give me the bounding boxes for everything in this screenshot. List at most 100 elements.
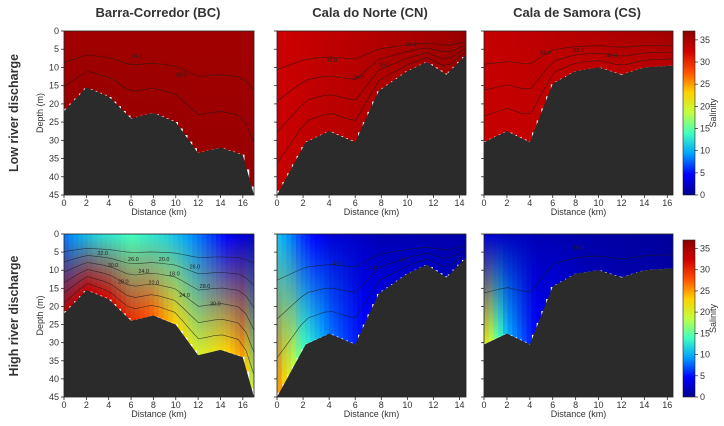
salinity-strip	[144, 234, 151, 318]
x-tick-label: 16	[238, 198, 248, 208]
y-tick-label: 40	[49, 172, 59, 182]
x-tick-label: 8	[379, 198, 384, 208]
salinity-strip	[380, 31, 387, 88]
salinity-strip	[121, 234, 127, 314]
colorbar-tick-label: 25	[700, 79, 710, 89]
salinity-strip	[488, 234, 495, 342]
salinity-strip	[305, 234, 311, 344]
x-tick-label: 6	[550, 400, 555, 410]
salinity-strip	[277, 234, 283, 393]
salinity-strip	[362, 31, 368, 123]
salinity-strip	[366, 31, 373, 112]
salinity-strip	[484, 234, 490, 344]
salinity-strip	[310, 31, 316, 140]
salinity-strip	[371, 234, 377, 305]
contour-label: 35.0	[606, 54, 617, 60]
contour-line	[277, 44, 466, 102]
contour-label: 24.0	[138, 269, 149, 275]
salinity-strip	[230, 31, 236, 152]
salinity-strip	[333, 234, 340, 337]
salinity-strip	[616, 234, 622, 277]
salinity-strip	[531, 234, 537, 335]
salinity-strip	[654, 31, 660, 67]
x-tick-label: 0	[274, 198, 279, 208]
salinity-strip	[587, 31, 594, 69]
colorbar-tick-label: 10	[700, 350, 710, 360]
colorbar-tick-label: 30	[700, 57, 710, 67]
panel-cs-low-bathymetry	[484, 65, 673, 195]
salinity-strip	[102, 31, 108, 95]
panel-cs-high: 10.0 0 2 4 6 8 10 12 14 16 Distance (km)	[481, 233, 674, 419]
salinity-strip	[328, 234, 335, 335]
panel-bc-low-y-axis-label: Depth (m)	[35, 93, 45, 133]
x-tick-label: 16	[662, 400, 672, 410]
salinity-strip	[249, 234, 254, 389]
salinity-strip	[64, 31, 70, 109]
salinity-strip	[606, 31, 613, 71]
salinity-strip	[573, 31, 580, 72]
contour-label: 34.0	[131, 54, 142, 60]
salinity-strip	[517, 234, 523, 340]
salinity-strip	[97, 31, 103, 93]
panel-bc-low-x-axis-label: Distance (km)	[131, 207, 187, 217]
colorbar-low: 0 5 10 15 20 25 30 35 Salinity	[682, 30, 718, 200]
x-tick-label: 0	[481, 198, 486, 208]
column-title-cn: Cala do Norte (CN)	[312, 5, 428, 20]
salinity-strip	[178, 234, 184, 331]
contour-label: 36.0	[406, 42, 417, 48]
salinity-strip	[197, 31, 203, 153]
salinity-strip	[87, 31, 94, 90]
salinity-strip	[625, 31, 632, 73]
colorbar-high-label: Salinity	[708, 303, 718, 333]
x-tick-label: 12	[616, 400, 626, 410]
x-tick-label: 12	[193, 198, 203, 208]
contour-line	[277, 41, 466, 70]
salinity-strip	[291, 31, 297, 165]
salinity-strip	[395, 31, 401, 78]
salinity-strip	[125, 31, 132, 116]
panel-cs-low-contours: 34.0 33.0 35.0	[484, 44, 673, 117]
y-tick-label: 40	[49, 374, 59, 384]
salinity-strip	[216, 31, 222, 149]
salinity-strip	[310, 234, 316, 342]
salinity-strip	[319, 31, 325, 135]
y-tick-label: 45	[49, 190, 59, 200]
colorbar-tick-label: 5	[700, 371, 705, 381]
salinity-strip	[201, 234, 208, 354]
y-tick-label: 10	[49, 265, 59, 275]
y-tick-label: 25	[49, 117, 59, 127]
panel-cn-low: 33.0 34.0 35.0 36.0 0 2 4 6 8 10 12 14 Distance (km)	[274, 30, 467, 217]
salinity-strip	[140, 234, 146, 319]
salinity-strip	[144, 31, 151, 115]
x-tick-label: 10	[594, 198, 604, 208]
y-tick-label: 15	[49, 81, 59, 91]
x-tick-label: 14	[639, 400, 649, 410]
panel-cn-high-bathymetry	[277, 257, 466, 397]
salinity-strip	[111, 31, 117, 102]
salinity-strip	[526, 234, 532, 345]
contour-label: 20.0	[159, 257, 170, 263]
salinity-strip	[64, 234, 70, 312]
salinity-strip	[423, 31, 429, 63]
salinity-strip	[649, 31, 655, 67]
colorbar-tick-label: 35	[700, 243, 710, 253]
colorbar-tick-label: 35	[700, 35, 710, 45]
colorbar-tick-label: 30	[700, 265, 710, 275]
salinity-strip	[414, 234, 420, 270]
salinity-strip	[409, 31, 415, 70]
contour-line	[484, 254, 673, 294]
salinity-strip	[92, 31, 98, 91]
panel-bc-high-frame	[63, 233, 255, 398]
x-tick-label: 12	[428, 198, 438, 208]
salinity-strip	[461, 31, 466, 58]
salinity-strip	[531, 31, 537, 133]
salinity-strip	[116, 31, 122, 107]
salinity-strip	[211, 31, 217, 150]
salinity-strip	[630, 31, 636, 72]
salinity-strip	[592, 31, 599, 69]
x-tick-label: 14	[454, 400, 464, 410]
salinity-strip	[550, 234, 556, 288]
salinity-strip	[163, 234, 170, 321]
x-tick-label: 6	[129, 198, 134, 208]
